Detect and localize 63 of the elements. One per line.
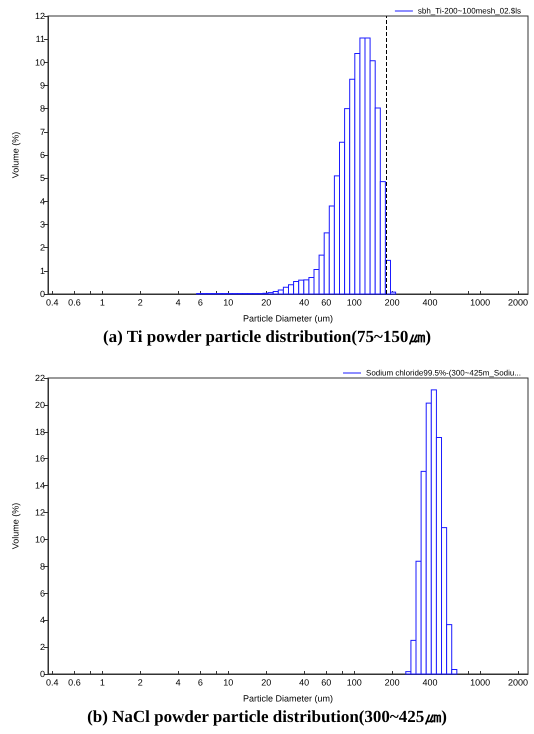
y-tick-label: 4 xyxy=(40,196,45,206)
y-tick-label: 4 xyxy=(40,615,45,626)
y-axis-title: Volume (%) xyxy=(10,132,20,178)
text: (b) NaCl powder particle distribution(300~425㎛) xyxy=(87,707,447,726)
x-tick-label: 4 xyxy=(176,678,181,688)
y-tick-label: 3 xyxy=(40,220,45,230)
x-tick-label: 100 xyxy=(346,298,362,308)
x-tick-label: 400 xyxy=(422,298,438,308)
x-tick-label: 10 xyxy=(223,678,234,688)
x-tick-label: 2000 xyxy=(508,298,528,308)
x-axis-title: Particle Diameter (um) xyxy=(242,694,334,704)
y-tick-label: 6 xyxy=(40,150,45,160)
x-tick-label: 1 xyxy=(100,678,105,688)
x-tick-label: 6 xyxy=(198,298,203,308)
y-tick-label: 10 xyxy=(34,534,45,544)
x-axis-title: Particle Diameter (um) xyxy=(242,314,334,324)
x-tick-label: 4 xyxy=(176,298,181,308)
y-tick-label: 8 xyxy=(40,104,45,114)
x-tick-label: 1000 xyxy=(470,298,490,308)
x-tick-label: 60 xyxy=(321,298,332,308)
y-tick-label: 18 xyxy=(34,426,45,437)
x-tick-label: 1 xyxy=(100,298,105,308)
y-tick-label: 6 xyxy=(40,588,45,598)
x-tick-label: 400 xyxy=(422,678,438,688)
x-tick-label: 2 xyxy=(138,678,143,688)
x-tick-label: 200 xyxy=(384,298,400,308)
x-tick-label: 2 xyxy=(138,298,143,308)
y-tick-label: 8 xyxy=(40,561,45,572)
y-tick-label: 12 xyxy=(34,11,45,21)
y-tick-label: 22 xyxy=(34,373,45,383)
legend-label: sbh_Ti-200~100mesh_02.$ls xyxy=(418,6,522,16)
x-tick-label: 0.4 xyxy=(46,678,59,688)
x-tick-label: 60 xyxy=(321,678,332,688)
y-tick-label: 7 xyxy=(40,126,45,137)
x-tick-label: 40 xyxy=(299,678,310,688)
x-tick-label: 2000 xyxy=(508,678,528,688)
y-axis-title: Volume (%) xyxy=(10,502,20,550)
x-tick-label: 1000 xyxy=(470,678,490,688)
legend-label: Sodium chloride99.5%-(300~425m_Sodiu... xyxy=(366,368,521,378)
x-tick-label: 20 xyxy=(261,678,272,688)
y-tick-label: 12 xyxy=(34,508,45,518)
y-tick-label: 1 xyxy=(40,266,45,276)
x-tick-label: 40 xyxy=(299,298,310,308)
y-tick-label: 20 xyxy=(34,400,45,410)
y-tick-label: 2 xyxy=(40,242,45,253)
x-tick-label: 0.4 xyxy=(46,298,59,308)
x-tick-label: 0.6 xyxy=(68,298,81,308)
y-tick-label: 9 xyxy=(40,80,45,90)
y-tick-label: 10 xyxy=(34,57,45,68)
y-tick-label: 11 xyxy=(36,34,45,44)
x-tick-label: 20 xyxy=(261,298,272,308)
y-tick-label: 0 xyxy=(40,289,45,299)
text: (a) Ti powder particle distribution(75~150㎛) xyxy=(102,327,432,346)
x-tick-label: 6 xyxy=(198,678,203,688)
y-tick-label: 0 xyxy=(40,669,45,679)
y-tick-label: 2 xyxy=(40,642,45,652)
x-tick-label: 100 xyxy=(346,678,362,688)
x-tick-label: 10 xyxy=(223,298,234,308)
y-tick-label: 5 xyxy=(40,173,45,184)
x-tick-label: 0.6 xyxy=(68,678,81,688)
y-tick-label: 16 xyxy=(34,454,45,464)
y-tick-label: 14 xyxy=(34,480,45,491)
x-tick-label: 200 xyxy=(384,678,400,688)
